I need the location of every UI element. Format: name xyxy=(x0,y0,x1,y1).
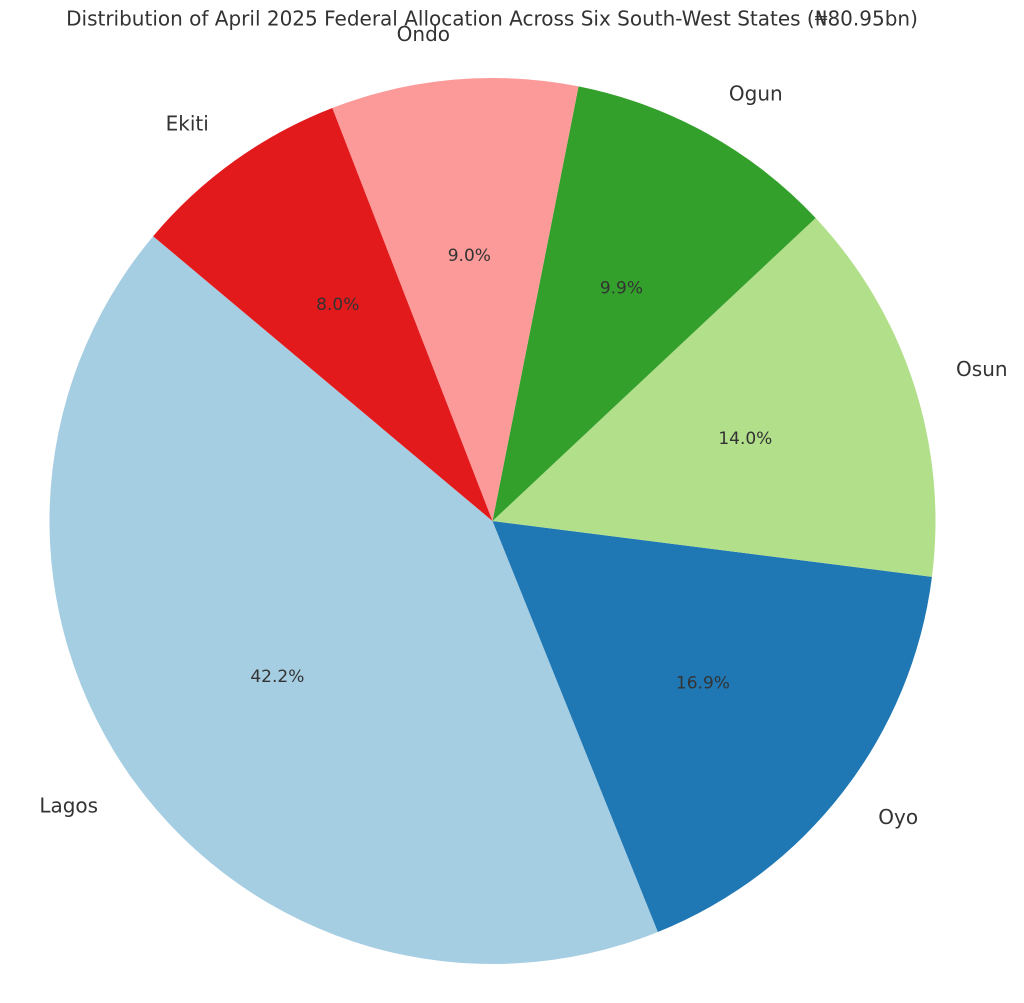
pie-slice xyxy=(153,107,493,521)
slice-label: Ogun xyxy=(729,81,783,105)
value-label: 9.9% xyxy=(600,279,643,299)
pie-slice xyxy=(492,217,936,577)
pie-slice xyxy=(492,86,816,522)
value-label: 42.2% xyxy=(250,667,304,687)
slice-label: Oyo xyxy=(878,805,918,829)
value-label: 9.0% xyxy=(448,246,491,266)
pie-slice xyxy=(492,521,932,932)
pie-slice xyxy=(332,78,579,522)
value-label: 14.0% xyxy=(718,429,772,449)
slice-label: Ondo xyxy=(397,22,450,46)
chart-title: Distribution of April 2025 Federal Alloc… xyxy=(66,7,918,31)
slice-label: Osun xyxy=(956,357,1008,381)
slice-label: Ekiti xyxy=(166,111,209,135)
value-label: 16.9% xyxy=(676,673,730,693)
slice-label: Lagos xyxy=(39,794,98,818)
value-label: 8.0% xyxy=(316,295,359,315)
pie-slice xyxy=(49,236,658,965)
